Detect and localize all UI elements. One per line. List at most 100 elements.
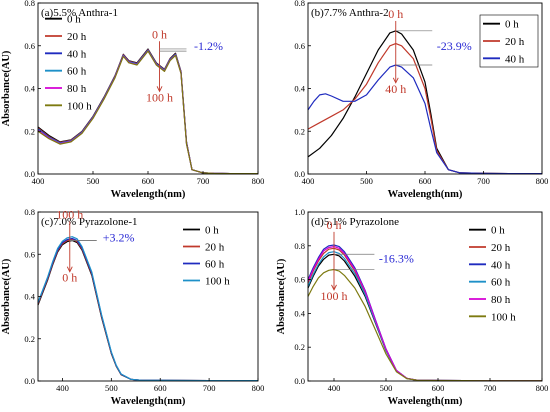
chart-panel-1: 400 500 600 700 800 0.0 0.2 0.4 0.6 0.8 Wavelength… (1, 0, 265, 200)
legend-label: 80 h (67, 83, 87, 95)
x-tick-label: 400 (328, 383, 341, 393)
y-tick-label: 0.6 (294, 275, 305, 285)
x-tick-label: 600 (154, 383, 167, 393)
panel-label: (a)5.5% Anthra-1 (41, 7, 118, 19)
y-axis-title: Absorbance(AU) (1, 258, 12, 334)
x-tick-label: 700 (203, 383, 216, 393)
x-tick-label: 600 (419, 176, 432, 186)
legend-label: 40 h (491, 259, 511, 271)
series-line-100h (307, 268, 542, 382)
annotation-label: -16.3% (379, 252, 414, 266)
x-tick-label: 500 (380, 383, 393, 393)
series-group (37, 48, 258, 175)
legend-label: 20 h (491, 242, 511, 254)
x-tick-label: 800 (252, 383, 265, 393)
annotation-label: 0 h (152, 27, 167, 41)
x-tick-label: 700 (484, 383, 497, 393)
x-tick-label: 800 (536, 176, 549, 186)
panel-label: (c)7.0% Pyrazolone-1 (41, 216, 138, 228)
series-line-20h (37, 238, 258, 382)
y-tick-label: 0.2 (24, 126, 35, 136)
y-tick-label: 0.2 (294, 126, 305, 136)
annotation-label: -23.9% (437, 39, 472, 53)
legend-label: 40 h (505, 53, 525, 65)
y-tick-label: 0.6 (294, 41, 305, 51)
y-tick-label: 0.2 (294, 342, 305, 352)
series-group (307, 244, 542, 382)
x-tick-label: 500 (360, 176, 373, 186)
legend-label: 0 h (491, 225, 505, 237)
x-tick-label: 600 (432, 383, 445, 393)
x-tick-label: 800 (252, 176, 265, 186)
chart-panel-4: 400 500 600 700 800 0.0 0.2 0.4 0.6 0.8 1.0 Wavelen… (276, 207, 549, 407)
legend-label: 20 h (505, 36, 525, 48)
panel-label: (b)7.7% Anthra-2 (311, 7, 389, 19)
x-axis-title: Wavelength(nm) (388, 189, 463, 200)
x-tick-label: 700 (477, 176, 490, 186)
legend-label: 100 h (67, 100, 92, 112)
y-tick-label: 0.8 (24, 207, 35, 217)
legend-label: 100 h (491, 311, 516, 323)
series-group (37, 236, 258, 382)
panel-label: (d)5.1% Pyrazolone (311, 216, 399, 228)
y-tick-label: 0.4 (294, 84, 305, 94)
y-tick-label: 0.6 (24, 41, 35, 51)
series-line-0h (37, 239, 258, 382)
x-tick-label: 600 (142, 176, 155, 186)
arrow-head (156, 86, 163, 93)
y-tick-label: 0.4 (24, 84, 35, 94)
x-tick-label: 400 (302, 176, 315, 186)
legend-label: 40 h (67, 48, 87, 60)
arrow-head (331, 284, 337, 291)
y-tick-label: 0.0 (24, 376, 35, 386)
arrow-head (392, 77, 399, 84)
legend-label: 0 h (67, 14, 81, 26)
legend: 0 h 20 h 40 h (479, 14, 539, 68)
arrow-head (66, 266, 73, 273)
chart-panel-2: 400 500 600 700 800 0.0 0.2 0.4 0.6 0.8 Wavelength… (294, 0, 549, 200)
x-axis-title: Wavelength(nm) (388, 396, 463, 407)
legend: 0 h 20 h 40 h 60 h 80 h 100 h (45, 14, 92, 112)
legend-label: 0 h (505, 19, 519, 31)
y-tick-label: 0.8 (294, 0, 305, 8)
annotation-label: +3.2% (103, 231, 135, 245)
x-tick-label: 800 (536, 383, 549, 393)
annotation-label: 0 h (62, 271, 77, 285)
legend-label: 0 h (205, 225, 219, 237)
x-tick-label: 400 (56, 383, 69, 393)
x-tick-label: 400 (32, 176, 45, 186)
chart-panel-3: 400 500 600 700 800 0.0 0.2 0.4 0.6 0.8 Wavelength… (1, 207, 265, 407)
annotation-label: 100 h (321, 289, 348, 303)
legend-label: 60 h (491, 277, 511, 289)
x-tick-label: 700 (197, 176, 210, 186)
annotation-label: 40 h (385, 82, 406, 96)
legend-label: 60 h (67, 66, 87, 78)
legend: 0 h 20 h 40 h 60 h 80 h 100 h (469, 225, 516, 323)
y-tick-label: 1.0 (294, 207, 305, 217)
y-tick-label: 0.2 (24, 334, 35, 344)
annotation-label: 100 h (146, 90, 173, 104)
series-line-60h (37, 237, 258, 382)
x-axis-title: Wavelength(nm) (111, 396, 186, 407)
legend-label: 80 h (491, 294, 511, 306)
legend-label: 60 h (205, 259, 225, 271)
y-tick-label: 0.0 (24, 169, 35, 179)
y-tick-label: 0.0 (294, 169, 305, 179)
y-tick-label: 0.0 (294, 376, 305, 386)
series-line-100h (37, 236, 258, 382)
y-tick-label: 0.4 (294, 308, 305, 318)
legend-label: 20 h (67, 31, 87, 43)
y-tick-label: 0.8 (294, 241, 305, 251)
legend-label: 100 h (205, 276, 230, 288)
annotation-label: 0 h (388, 7, 403, 21)
legend-label: 20 h (205, 242, 225, 254)
x-tick-label: 500 (87, 176, 100, 186)
series-line-100h (37, 50, 258, 175)
x-axis-title: Wavelength(nm) (111, 189, 186, 200)
y-axis-title: Absorbance(AU) (1, 50, 12, 126)
y-axis-title: Absorbance(AU) (276, 258, 287, 334)
annotation-label: 0 h (327, 218, 342, 232)
y-tick-label: 0.4 (24, 292, 35, 302)
legend: 0 h 20 h 60 h 100 h (183, 225, 230, 288)
